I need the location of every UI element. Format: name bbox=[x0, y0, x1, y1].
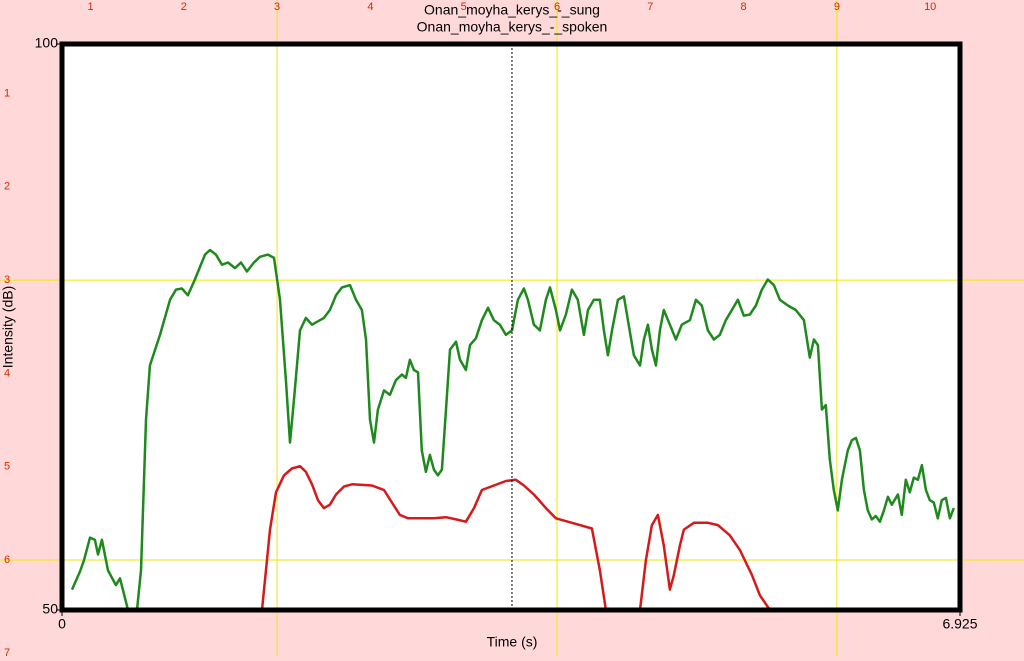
ruler-label: 8 bbox=[741, 1, 747, 13]
intensity-line bbox=[70, 248, 955, 610]
plot-area bbox=[62, 44, 960, 610]
intensity-line bbox=[260, 464, 771, 610]
x-tick-label: 0 bbox=[58, 616, 66, 632]
ruler-label: 10 bbox=[924, 1, 936, 13]
ruler-label: 3 bbox=[4, 274, 10, 286]
ruler-label: 1 bbox=[4, 87, 10, 99]
title: Onan_moyha_kerys_-_spoken bbox=[417, 19, 608, 35]
ruler-label: 7 bbox=[4, 647, 10, 656]
ruler-label: 1 bbox=[87, 1, 93, 13]
x-tick-label: 6.925 bbox=[942, 616, 977, 632]
ruler-label: 3 bbox=[274, 1, 280, 13]
ruler-label: 4 bbox=[367, 1, 373, 13]
ruler-label: 2 bbox=[181, 1, 187, 13]
ruler-label: 5 bbox=[4, 461, 10, 473]
ruler-label: 2 bbox=[4, 181, 10, 193]
y-tick-label: 100 bbox=[35, 35, 59, 51]
y-axis-label: Intensity (dB) bbox=[0, 286, 16, 368]
y-tick-label: 50 bbox=[42, 601, 58, 617]
x-axis-label: Time (s) bbox=[487, 634, 538, 650]
ruler-label: 6 bbox=[4, 554, 10, 566]
ruler-label: 7 bbox=[647, 1, 653, 13]
data-lines bbox=[70, 248, 955, 610]
ruler-label: 6 bbox=[554, 1, 560, 13]
ruler-label: 5 bbox=[461, 1, 467, 13]
ruler-label: 4 bbox=[4, 367, 10, 379]
plot-frame bbox=[59, 41, 963, 613]
ruler-label: 9 bbox=[834, 1, 840, 13]
title: Onan_moyha_kerys_-_sung bbox=[424, 2, 600, 18]
